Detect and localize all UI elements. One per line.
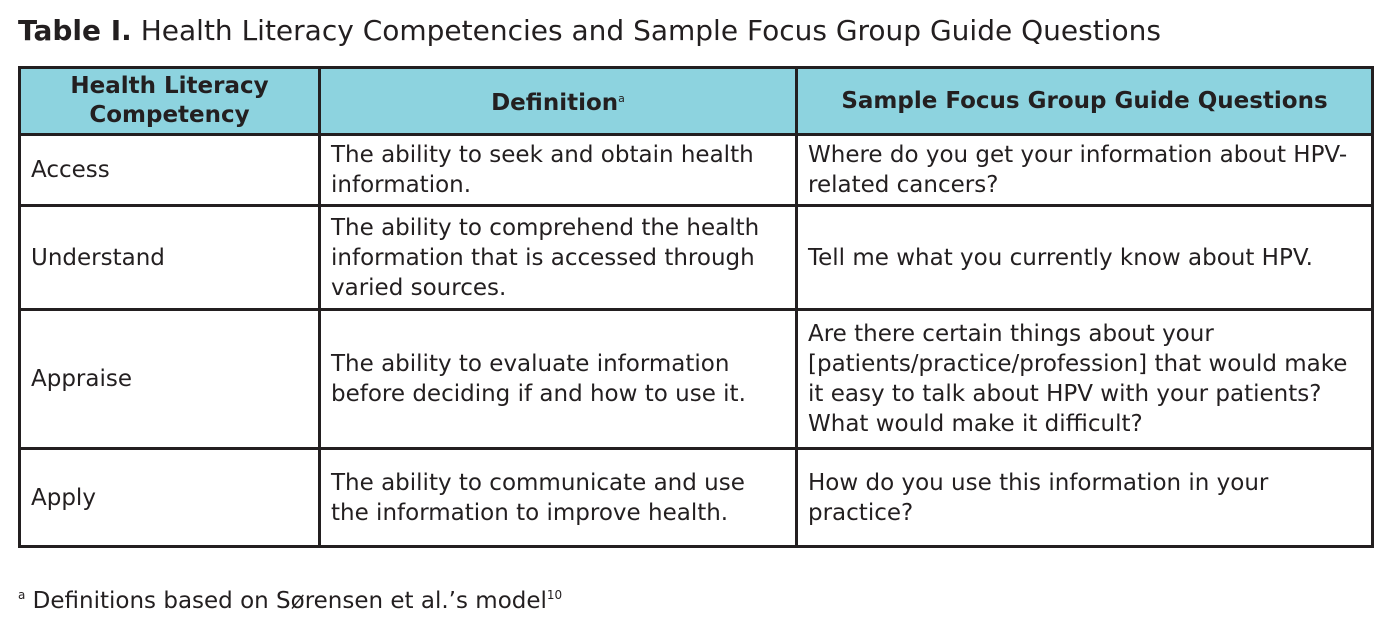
question-cell: Where do you get your information about … (795, 133, 1374, 207)
competency-cell: Access (18, 133, 321, 207)
table-row: Apply The ability to communicate and use… (18, 447, 1374, 548)
table-title: Table I. Health Literacy Competencies an… (18, 14, 1161, 47)
header-competency: Health Literacy Competency (18, 66, 321, 136)
question-cell: How do you use this information in your … (795, 447, 1374, 548)
header-definition: Definitiona (318, 66, 798, 136)
competency-cell: Understand (18, 204, 321, 311)
table-row: Access The ability to seek and obtain he… (18, 133, 1374, 207)
definition-cell: The ability to evaluate information befo… (318, 308, 798, 450)
footnote-reference: 10 (546, 588, 563, 602)
question-cell: Tell me what you currently know about HP… (795, 204, 1374, 311)
question-cell: Are there certain things about your [pat… (795, 308, 1374, 450)
footnote-marker: a (618, 92, 625, 105)
header-definition-text: Definition (491, 90, 619, 116)
definition-cell: The ability to seek and obtain health in… (318, 133, 798, 207)
footnote-text: Definitions based on Sørensen et al.’s m… (32, 588, 547, 614)
table-title-text: Health Literacy Competencies and Sample … (140, 14, 1161, 47)
table-row: Understand The ability to comprehend the… (18, 204, 1374, 311)
header-row: Health Literacy Competency Definitiona S… (18, 66, 1374, 136)
definition-cell: The ability to communicate and use the i… (318, 447, 798, 548)
competencies-table: Health Literacy Competency Definitiona S… (18, 66, 1374, 548)
definition-cell: The ability to comprehend the health inf… (318, 204, 798, 311)
footnote-marker: a (18, 588, 26, 602)
table-label: Table I. (18, 14, 132, 47)
table-row: Appraise The ability to evaluate informa… (18, 308, 1374, 450)
header-questions: Sample Focus Group Guide Questions (795, 66, 1374, 136)
competency-cell: Appraise (18, 308, 321, 450)
competency-cell: Apply (18, 447, 321, 548)
table-footnote: a Definitions based on Sørensen et al.’s… (18, 588, 562, 614)
